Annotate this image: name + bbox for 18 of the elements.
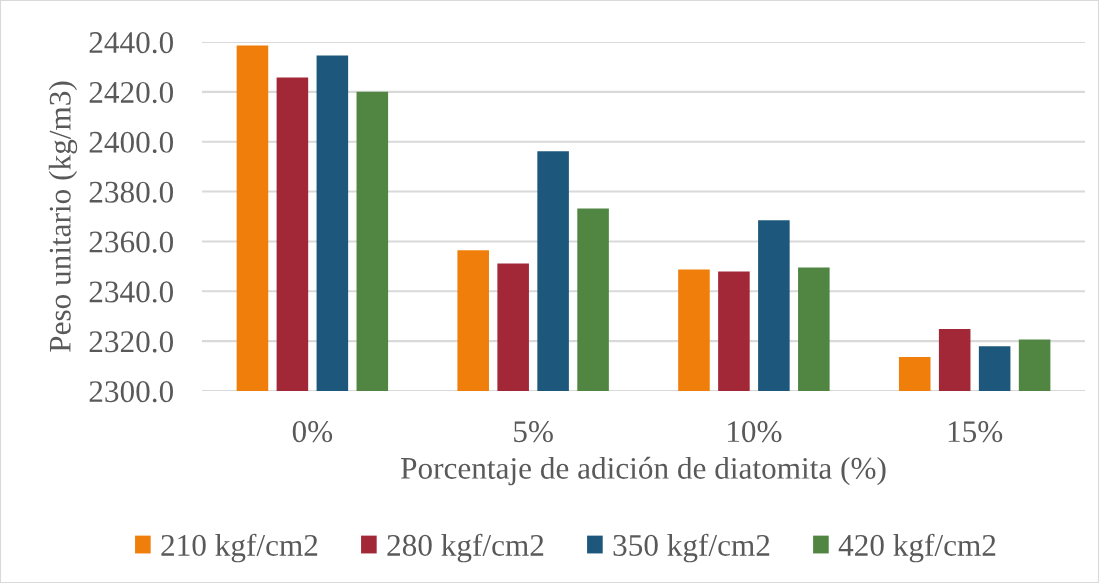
y-axis-title: Peso unitario (kg/m3) — [48, 81, 78, 352]
x-tick-label: 0% — [292, 421, 333, 443]
legend-label: 350 kgf/cm2 — [613, 533, 770, 563]
x-tick-label: 10% — [728, 421, 782, 443]
y-tick-label: 2320.0 — [89, 331, 174, 353]
legend-label: 420 kgf/cm2 — [838, 533, 996, 563]
y-tick-label: 2340.0 — [89, 281, 174, 303]
y-tick-label: 2400.0 — [89, 131, 174, 153]
legend-label: 210 kgf/cm2 — [161, 533, 318, 563]
y-tick-label: 2380.0 — [89, 181, 174, 203]
x-tick-label: 5% — [514, 421, 553, 443]
x-tick-label: 15% — [948, 421, 1003, 443]
legend-label: 280 kgf/cm2 — [387, 533, 544, 563]
y-tick-label: 2440.0 — [89, 32, 174, 54]
y-tick-label: 2300.0 — [89, 381, 174, 403]
y-tick-label: 2420.0 — [89, 81, 174, 104]
y-tick-label: 2360.0 — [89, 231, 174, 253]
x-axis-title: Porcentaje de adición de diatomita (%) — [401, 456, 886, 486]
